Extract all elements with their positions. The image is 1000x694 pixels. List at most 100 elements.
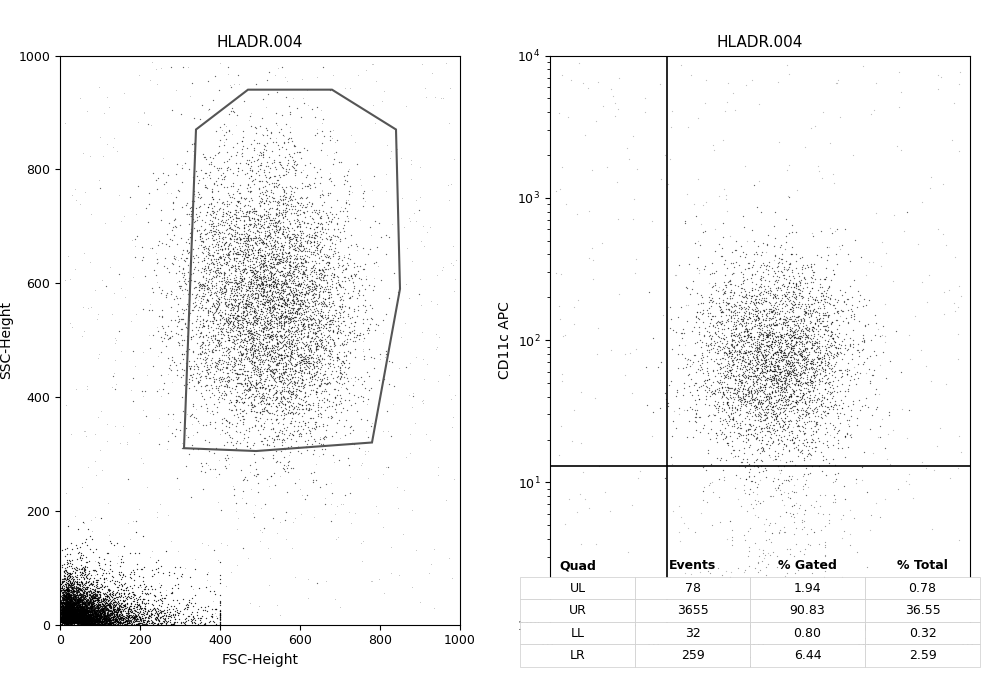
- Point: [80, 616, 96, 627]
- Point: [238, 303, 254, 314]
- Point: [91, 609, 107, 620]
- Point: [219, 375, 235, 387]
- Point: [306, 296, 322, 307]
- Point: [59, 616, 75, 627]
- Point: [66, 598, 82, 609]
- Point: [63, 592, 79, 603]
- Point: [748, 305, 764, 316]
- Point: [103, 598, 119, 609]
- Point: [281, 299, 297, 310]
- Point: [805, 294, 821, 305]
- Point: [76, 601, 92, 612]
- Point: [60, 616, 76, 627]
- Point: [296, 352, 312, 363]
- Point: [106, 367, 122, 378]
- Point: [266, 280, 282, 291]
- Point: [285, 266, 301, 277]
- Point: [59, 593, 75, 604]
- Point: [152, 607, 168, 618]
- Point: [803, 377, 819, 388]
- Point: [102, 609, 118, 620]
- Point: [58, 616, 74, 627]
- Point: [64, 614, 80, 625]
- Point: [202, 315, 218, 326]
- Point: [96, 609, 112, 620]
- Point: [738, 348, 754, 359]
- Point: [66, 578, 82, 589]
- Point: [150, 256, 166, 267]
- Point: [737, 330, 753, 341]
- Point: [74, 609, 90, 620]
- Point: [159, 288, 175, 299]
- Point: [701, 278, 717, 289]
- Point: [59, 610, 75, 621]
- Point: [717, 413, 733, 424]
- Point: [60, 588, 76, 599]
- Point: [85, 595, 101, 606]
- Point: [230, 325, 246, 337]
- Point: [225, 312, 241, 323]
- Point: [289, 378, 305, 389]
- Point: [63, 614, 79, 625]
- Point: [66, 610, 82, 621]
- Point: [246, 219, 262, 230]
- Point: [728, 319, 744, 330]
- Point: [782, 362, 798, 373]
- Point: [67, 607, 83, 618]
- Point: [69, 618, 85, 629]
- Point: [203, 253, 219, 264]
- Point: [76, 587, 92, 598]
- Point: [797, 423, 813, 434]
- Point: [208, 344, 224, 355]
- Point: [137, 604, 153, 615]
- Point: [873, 260, 889, 271]
- Point: [59, 616, 75, 627]
- Point: [60, 613, 76, 624]
- Point: [62, 597, 78, 608]
- Point: [241, 282, 257, 294]
- Point: [259, 193, 275, 204]
- Point: [67, 607, 83, 618]
- Point: [302, 222, 318, 233]
- Point: [56, 570, 72, 582]
- Point: [298, 286, 314, 297]
- Point: [82, 602, 98, 613]
- Point: [58, 607, 74, 618]
- Point: [755, 496, 771, 507]
- Point: [59, 610, 75, 621]
- Point: [270, 175, 286, 186]
- Point: [62, 606, 78, 617]
- Point: [125, 613, 141, 624]
- Point: [119, 598, 135, 609]
- Point: [271, 325, 287, 337]
- Point: [72, 612, 88, 623]
- Point: [768, 373, 784, 384]
- Point: [89, 612, 105, 623]
- Point: [297, 289, 313, 300]
- Point: [695, 297, 711, 308]
- Point: [334, 355, 350, 366]
- Point: [64, 600, 80, 611]
- Point: [301, 403, 317, 414]
- Point: [774, 494, 790, 505]
- Point: [782, 398, 798, 409]
- Point: [260, 273, 276, 284]
- Point: [198, 297, 214, 308]
- Point: [276, 375, 292, 386]
- Point: [226, 344, 242, 355]
- Point: [746, 430, 762, 441]
- Point: [220, 161, 236, 172]
- Point: [322, 358, 338, 369]
- Point: [334, 359, 350, 371]
- Point: [84, 596, 100, 607]
- Point: [741, 366, 757, 378]
- Point: [718, 370, 734, 381]
- Point: [308, 346, 324, 357]
- Point: [359, 314, 375, 325]
- Point: [218, 316, 234, 327]
- Point: [79, 611, 95, 622]
- Point: [837, 385, 853, 396]
- Point: [90, 602, 106, 613]
- Point: [323, 269, 339, 280]
- Point: [58, 604, 74, 615]
